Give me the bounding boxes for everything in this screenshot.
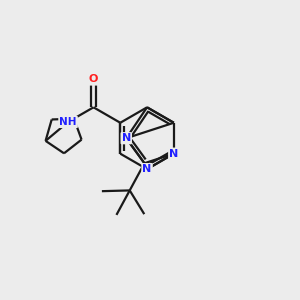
Text: N: N xyxy=(169,149,178,159)
Text: O: O xyxy=(89,74,98,85)
Text: N: N xyxy=(142,164,152,174)
Text: N: N xyxy=(122,133,131,143)
Text: NH: NH xyxy=(59,117,77,127)
